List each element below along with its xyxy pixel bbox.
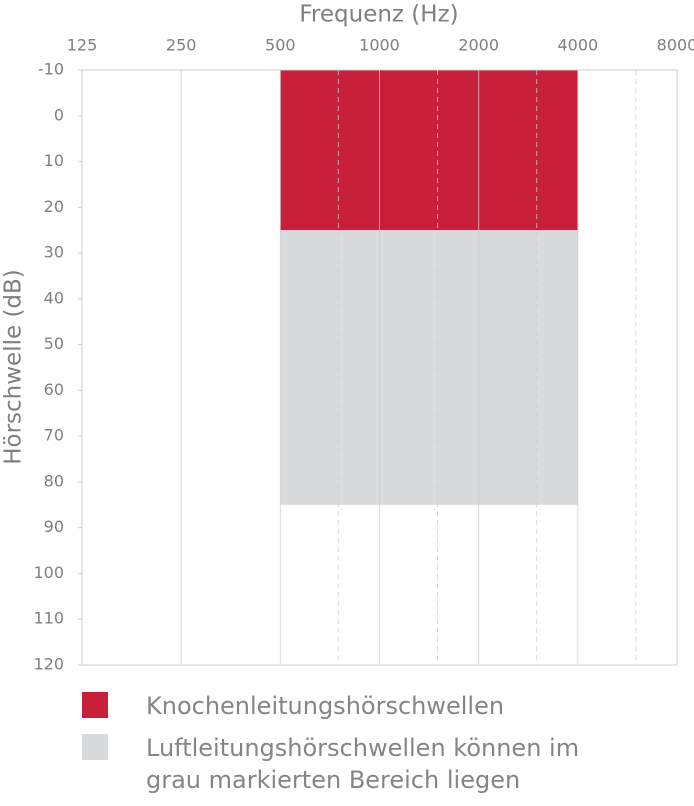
y-tick-label: -10 <box>38 60 64 79</box>
legend-swatch <box>82 692 108 718</box>
x-tick-label: 250 <box>166 36 197 55</box>
x-tick-label: 500 <box>265 36 296 55</box>
y-tick-label: 90 <box>44 517 64 536</box>
x-tick-label: 8000 <box>657 36 694 55</box>
band <box>280 230 578 505</box>
x-tick-label: 1000 <box>359 36 400 55</box>
x-tick-label: 4000 <box>557 36 598 55</box>
y-tick-label: 50 <box>44 334 64 353</box>
y-tick-label: 20 <box>44 197 64 216</box>
legend: Knochenleitungshörschwellen Luftleitungsh… <box>82 690 682 806</box>
y-tick-label: 0 <box>54 105 64 124</box>
legend-label: Luftleitungshörschwellen können im grau … <box>146 734 580 794</box>
legend-item: Luftleitungshörschwellen können im grau … <box>82 732 682 796</box>
legend-swatch <box>82 734 108 760</box>
y-tick-label: 30 <box>44 243 64 262</box>
bands <box>280 70 578 505</box>
plot-frame <box>81 69 678 666</box>
x-tick-label: 2000 <box>458 36 499 55</box>
x-axis-title: Frequenz (Hz) <box>299 2 458 28</box>
y-tick-label: 80 <box>44 471 64 490</box>
x-tick-label: 125 <box>67 36 98 55</box>
y-tick-label: 100 <box>33 563 64 582</box>
y-tick-label: 10 <box>44 151 64 170</box>
chart: Frequenz (Hz) Hörschwelle (dB) 125 250 500… <box>1 2 694 674</box>
band <box>280 70 578 231</box>
legend-item: Knochenleitungshörschwellen <box>82 690 682 722</box>
y-tick-label: 60 <box>44 380 64 399</box>
grid <box>78 69 678 666</box>
legend-label: Knochenleitungshörschwellen <box>146 692 505 720</box>
y-tick-label: 110 <box>33 609 64 628</box>
y-tick-label: 70 <box>44 426 64 445</box>
y-axis-title: Hörschwelle (dB) <box>1 269 27 465</box>
y-tick-label: 40 <box>44 288 64 307</box>
y-tick-label: 120 <box>33 655 64 674</box>
